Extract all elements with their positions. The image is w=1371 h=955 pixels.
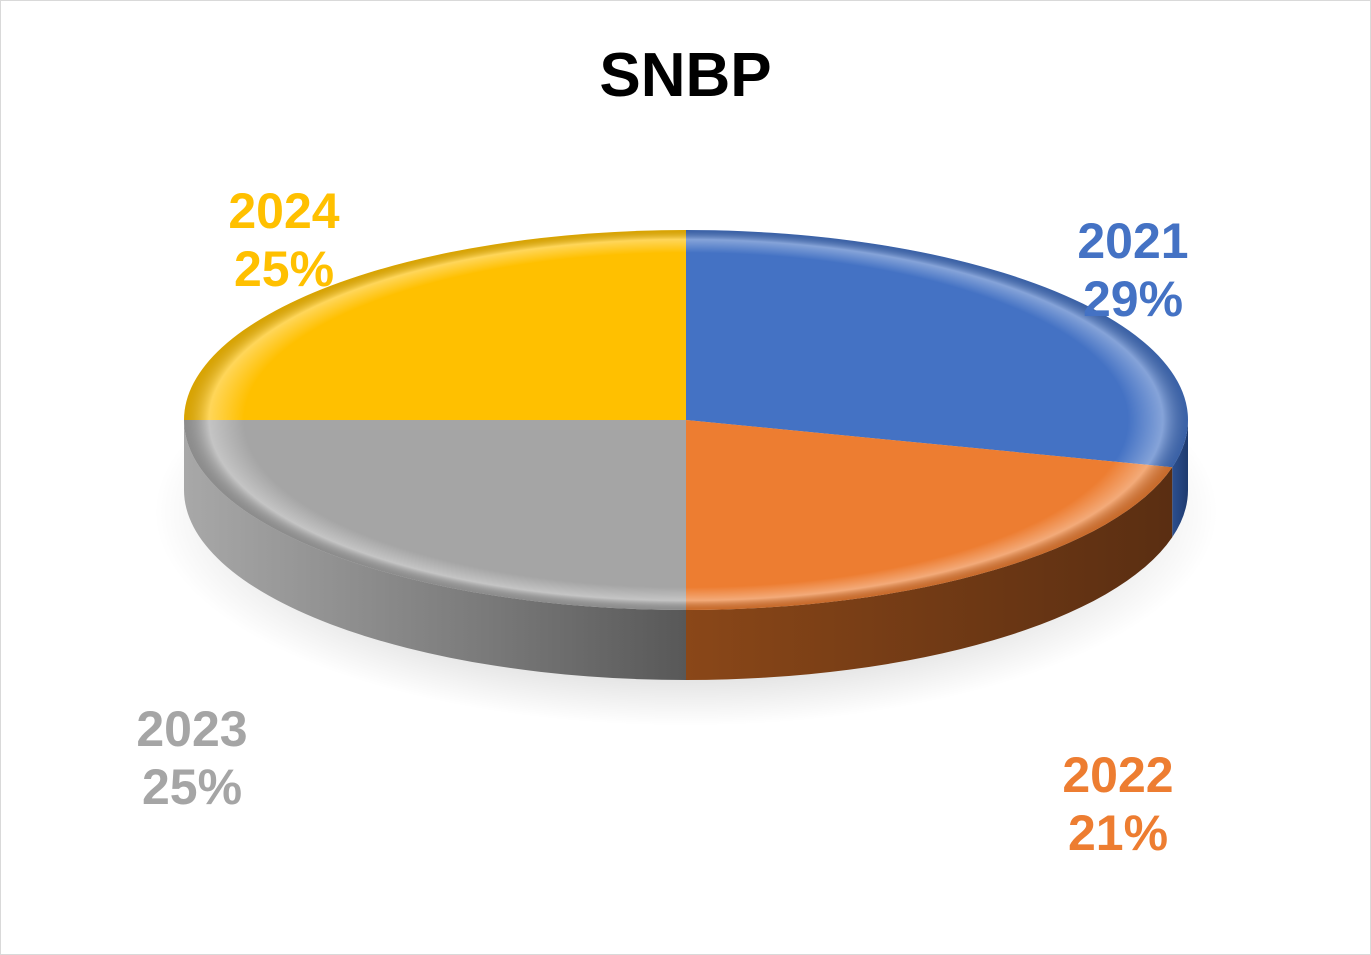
data-label-2022: 2022 21% <box>1018 746 1218 862</box>
data-label-percent: 25% <box>141 759 243 815</box>
data-label-percent: 29% <box>1082 271 1184 327</box>
pie-side-2021 <box>1172 420 1188 538</box>
data-label-category: 2021 <box>1077 213 1189 269</box>
data-label-category: 2023 <box>136 701 248 757</box>
chart-title: SNBP <box>599 41 772 110</box>
data-label-2024: 2024 25% <box>184 182 384 298</box>
pie-side-2022 <box>686 467 1173 680</box>
pie-bevel <box>184 230 1188 610</box>
pie-side-2023 <box>184 420 686 680</box>
data-label-2021: 2021 29% <box>1033 212 1233 328</box>
data-label-category: 2022 <box>1062 747 1174 803</box>
data-label-category: 2024 <box>228 183 340 239</box>
data-label-percent: 25% <box>233 241 335 297</box>
data-label-2023: 2023 25% <box>92 700 292 816</box>
data-label-percent: 21% <box>1067 805 1169 861</box>
